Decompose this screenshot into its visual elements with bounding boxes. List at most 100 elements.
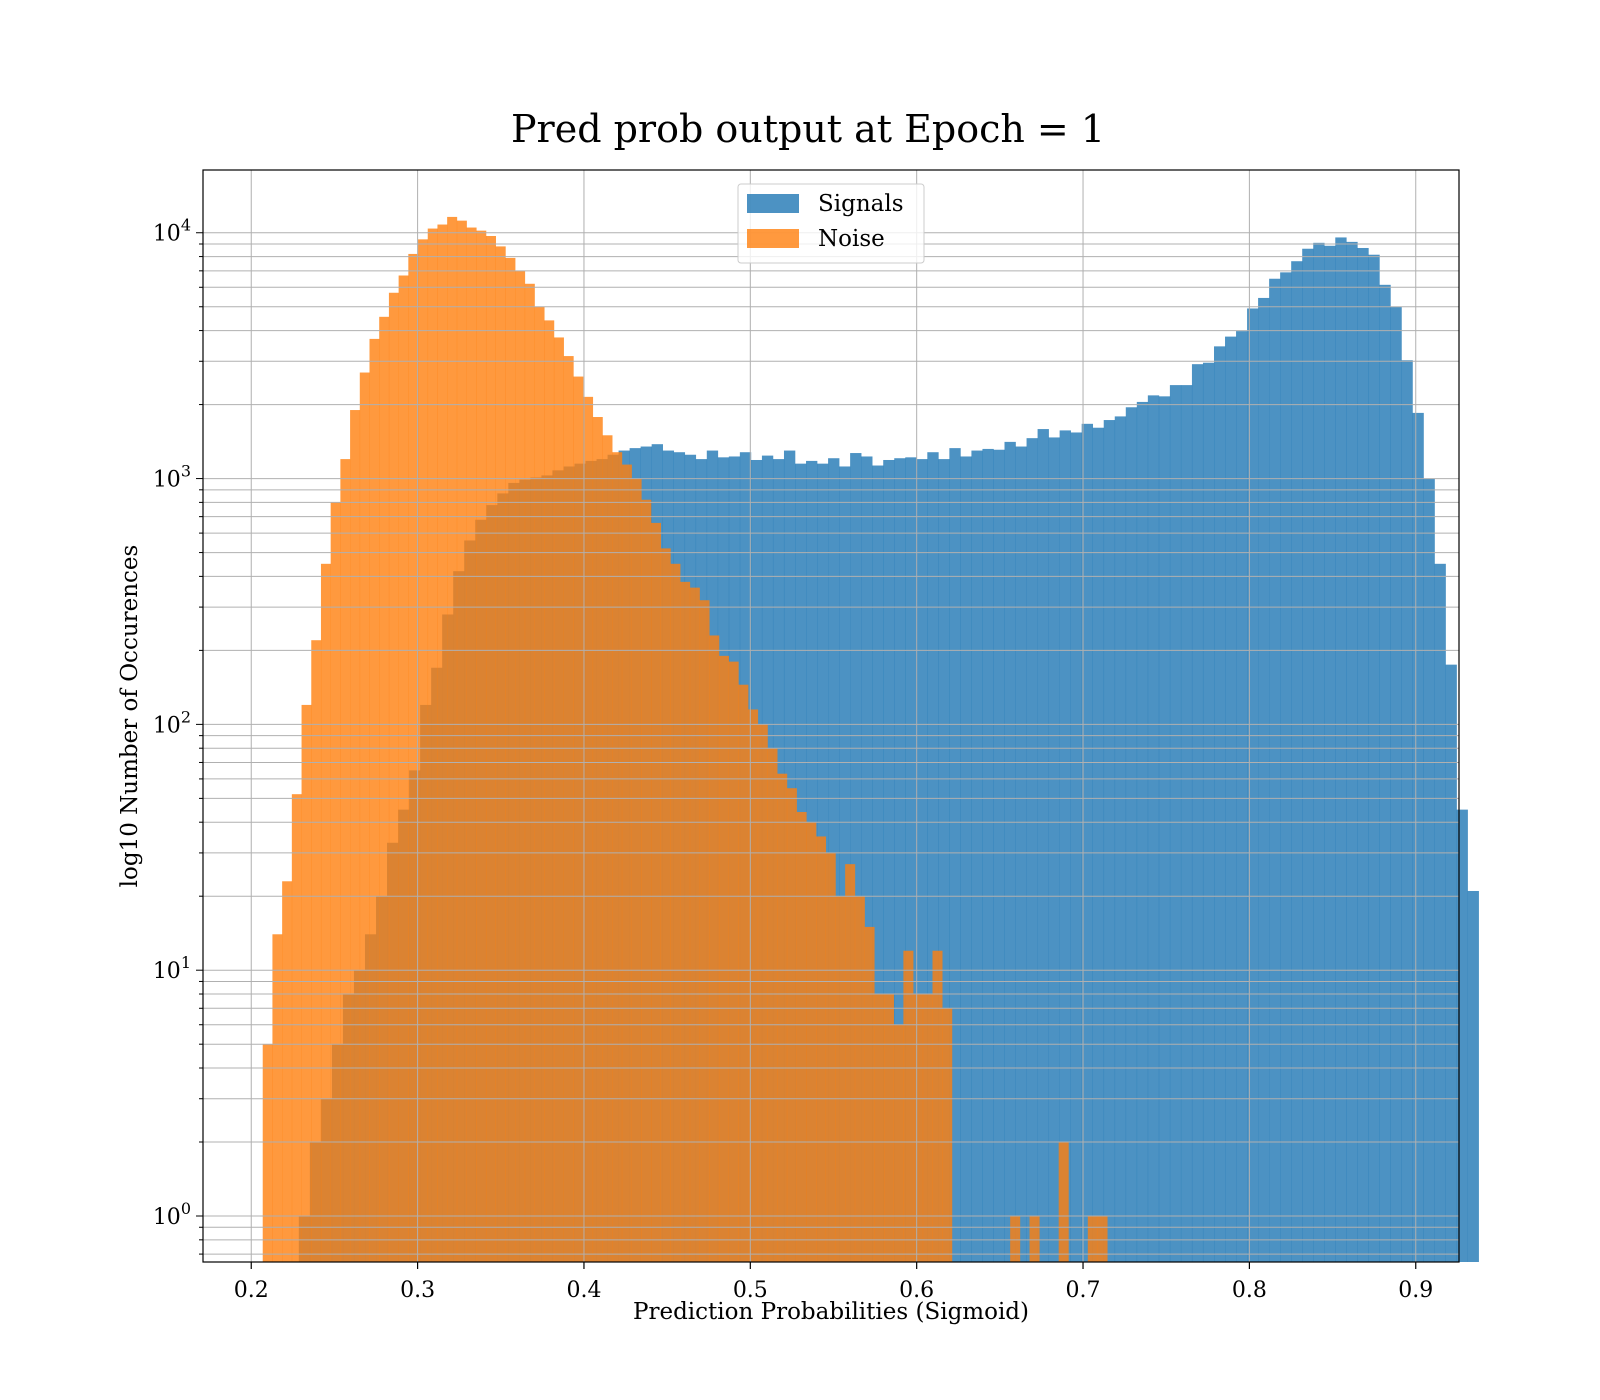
noise-bar (641, 499, 652, 1262)
x-tick-label: 0.2 (234, 1278, 269, 1303)
noise-bar (922, 994, 933, 1262)
noise-bar (485, 236, 496, 1262)
noise-bar (330, 502, 341, 1262)
signals-bar (1291, 261, 1303, 1263)
signals-bar (1103, 420, 1116, 1262)
signals-bar (1302, 248, 1314, 1263)
y-tick-label: 103 (153, 462, 191, 493)
signals-bar (1357, 247, 1369, 1263)
signals-bar (1070, 432, 1082, 1263)
signals-bar (1202, 362, 1215, 1263)
signals-bar (1114, 416, 1127, 1262)
signals-bar (1445, 664, 1457, 1262)
noise-bar (495, 246, 506, 1262)
noise-bar (825, 852, 836, 1262)
signals-bar (1280, 272, 1292, 1262)
noise-bar (748, 709, 759, 1262)
signals-bar (938, 459, 950, 1263)
noise-bar (320, 563, 331, 1262)
chart-title: Pred prob output at Epoch = 1 (511, 107, 1105, 151)
signals-bar (1081, 423, 1094, 1262)
noise-bar (728, 661, 739, 1262)
noise-bar (262, 1044, 273, 1262)
signals-bar (1180, 385, 1193, 1263)
noise-bar (651, 522, 662, 1262)
noise-bar (845, 864, 856, 1262)
signals-bar (1225, 336, 1237, 1262)
signals-bar (1412, 412, 1424, 1262)
signals-bar (894, 458, 906, 1263)
x-tick-label: 0.5 (733, 1278, 768, 1303)
signals-bar (1015, 446, 1027, 1262)
noise-bar (398, 275, 409, 1262)
x-tick-label: 0.3 (400, 1278, 435, 1303)
signals-bar (1092, 427, 1105, 1263)
plot-area: 0.2 0.3 0.4 0.5 0.6 0.7 0.8 0.9 100 101 102 103 104 (153, 169, 1479, 1303)
signals-bar (1368, 254, 1380, 1263)
noise-series (262, 216, 1108, 1263)
noise-bar (621, 464, 632, 1263)
noise-bar (544, 320, 555, 1262)
noise-bar (602, 435, 613, 1262)
grid-lines (203, 170, 1459, 1262)
y-tick-label: 102 (153, 707, 191, 738)
signals-bar (1037, 429, 1049, 1262)
signals-bar (1346, 241, 1358, 1262)
noise-bar (553, 337, 564, 1263)
legend-swatch-signals (747, 194, 799, 213)
signals-bar (1048, 437, 1060, 1262)
noise-bar (476, 230, 487, 1262)
noise-bar (874, 994, 885, 1262)
signals-bar (883, 459, 895, 1262)
noise-bar (466, 227, 477, 1262)
noise-bar (379, 316, 390, 1262)
signals-bar (1147, 395, 1160, 1262)
noise-bar (689, 587, 700, 1262)
noise-bar (447, 216, 458, 1262)
signals-bar (1423, 478, 1435, 1262)
y-axis-label: log10 Number of Occurences (117, 545, 143, 888)
signals-bar (1059, 430, 1071, 1262)
noise-bar (777, 773, 788, 1262)
x-tick-label: 0.4 (566, 1278, 601, 1303)
noise-bar (427, 228, 438, 1262)
legend: Signals Noise (737, 183, 925, 264)
signals-bar (839, 466, 851, 1263)
x-axis-ticks: 0.2 0.3 0.4 0.5 0.6 0.7 0.8 0.9 (234, 1262, 1433, 1303)
noise-bar (1058, 1142, 1069, 1262)
signals-bar (916, 459, 928, 1263)
signals-bar (1313, 242, 1325, 1262)
signals-bar (1456, 809, 1468, 1262)
noise-bar (291, 794, 302, 1262)
signals-bar (1236, 331, 1248, 1263)
signals-bar (1258, 297, 1270, 1262)
noise-bar (1097, 1216, 1108, 1262)
noise-bar (718, 655, 729, 1262)
noise-bar (408, 253, 419, 1262)
noise-bar (942, 1008, 953, 1262)
signals-bar (1158, 396, 1171, 1263)
noise-bar (282, 881, 293, 1262)
y-tick-label: 104 (153, 216, 191, 247)
noise-bar (757, 724, 768, 1262)
signals-bar (960, 456, 972, 1263)
y-axis-ticks: 100 101 102 103 104 (153, 216, 203, 1255)
signals-bar (1401, 360, 1413, 1263)
noise-bar (767, 748, 778, 1262)
x-tick-label: 0.6 (899, 1278, 934, 1303)
noise-bar (418, 239, 429, 1263)
signals-bar (927, 452, 939, 1263)
legend-swatch-noise (747, 229, 799, 248)
x-tick-label: 0.8 (1232, 1278, 1267, 1303)
noise-bar (699, 600, 710, 1262)
noise-bar (932, 950, 943, 1262)
signals-bar (1214, 346, 1226, 1262)
noise-bar (806, 822, 817, 1262)
noise-bar (903, 950, 914, 1262)
signals-bar (949, 448, 961, 1262)
noise-bar (573, 376, 584, 1262)
noise-bar (437, 224, 448, 1262)
noise-bar (883, 994, 894, 1262)
signals-bar (861, 456, 873, 1263)
noise-bar (515, 270, 526, 1263)
